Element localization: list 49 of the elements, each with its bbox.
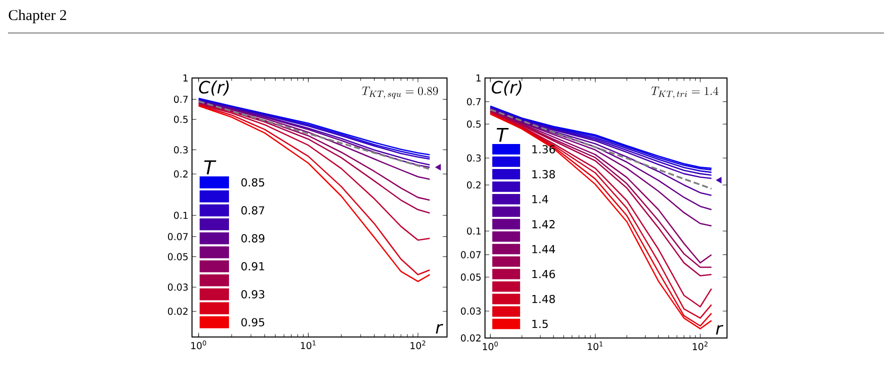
legend-label: 1.44 [532, 245, 556, 254]
y-tick-label: 0.1 [174, 212, 188, 219]
x-axis-title: r [716, 324, 724, 335]
y-tick-label: 0.1 [467, 227, 481, 235]
legend-title: T [204, 160, 216, 174]
x-tick-label: 10$^{2}$ [692, 342, 708, 350]
y-tick-label: 0.7 [174, 96, 188, 103]
y-tick-label: 0.2 [467, 181, 481, 189]
legend-label: 1.38 [532, 170, 555, 178]
y-axis-title: C(r) [199, 80, 229, 96]
y-tick-label: 0.05 [460, 274, 481, 281]
legend-label: 1.42 [532, 220, 555, 228]
y-tick-label: 0.7 [467, 98, 481, 106]
legend-title: T [496, 128, 509, 142]
legend-label: 0.93 [241, 290, 264, 298]
legend-label: 0.87 [241, 206, 264, 215]
legend-label: 1.36 [532, 145, 555, 154]
y-tick-label: 0.02 [460, 334, 481, 342]
y-tick-label: 0.5 [174, 116, 188, 123]
y-tick-label: 0.3 [174, 146, 188, 154]
y-tick-label: 0.02 [168, 308, 188, 315]
legend-label: 0.89 [241, 234, 264, 242]
y-tick-label: 1 [476, 74, 481, 82]
legend-label: 0.95 [241, 318, 264, 326]
y-tick-label: 0.07 [460, 251, 481, 258]
text: $T_{KT,\,squ} = 0.89$ [362, 86, 438, 99]
x-tick-label: 10$^{2}$ [410, 340, 426, 350]
legend-label: 0.91 [241, 262, 264, 270]
x-tick-label: 10$^{1}$ [300, 340, 316, 350]
legend-label: 1.46 [532, 270, 555, 278]
x-tick-label: 10$^{1}$ [588, 342, 603, 350]
x-tick-label: 10$^{0}$ [191, 340, 206, 350]
text: Chapter 2 [8, 10, 66, 24]
y-tick-label: 0.5 [467, 120, 481, 128]
legend-label: 0.85 [241, 178, 264, 187]
y-axis-title: C(r) [492, 80, 522, 96]
y-tick-label: 1 [183, 74, 188, 82]
y-tick-label: 0.2 [174, 170, 188, 178]
y-tick-label: 0.3 [467, 154, 481, 162]
x-axis-title: r [436, 324, 444, 334]
text: $T_{KT,\,tri} = 1.4$ [651, 86, 718, 99]
legend-label: 1.4 [532, 195, 548, 204]
y-tick-label: 0.03 [460, 307, 481, 315]
legend-label: 1.48 [532, 294, 555, 304]
y-tick-label: 0.07 [168, 233, 188, 240]
y-tick-label: 0.03 [168, 284, 188, 291]
legend-label: 1.5 [532, 320, 548, 328]
x-tick-label: 10$^{0}$ [482, 342, 498, 350]
y-tick-label: 0.05 [168, 253, 188, 260]
